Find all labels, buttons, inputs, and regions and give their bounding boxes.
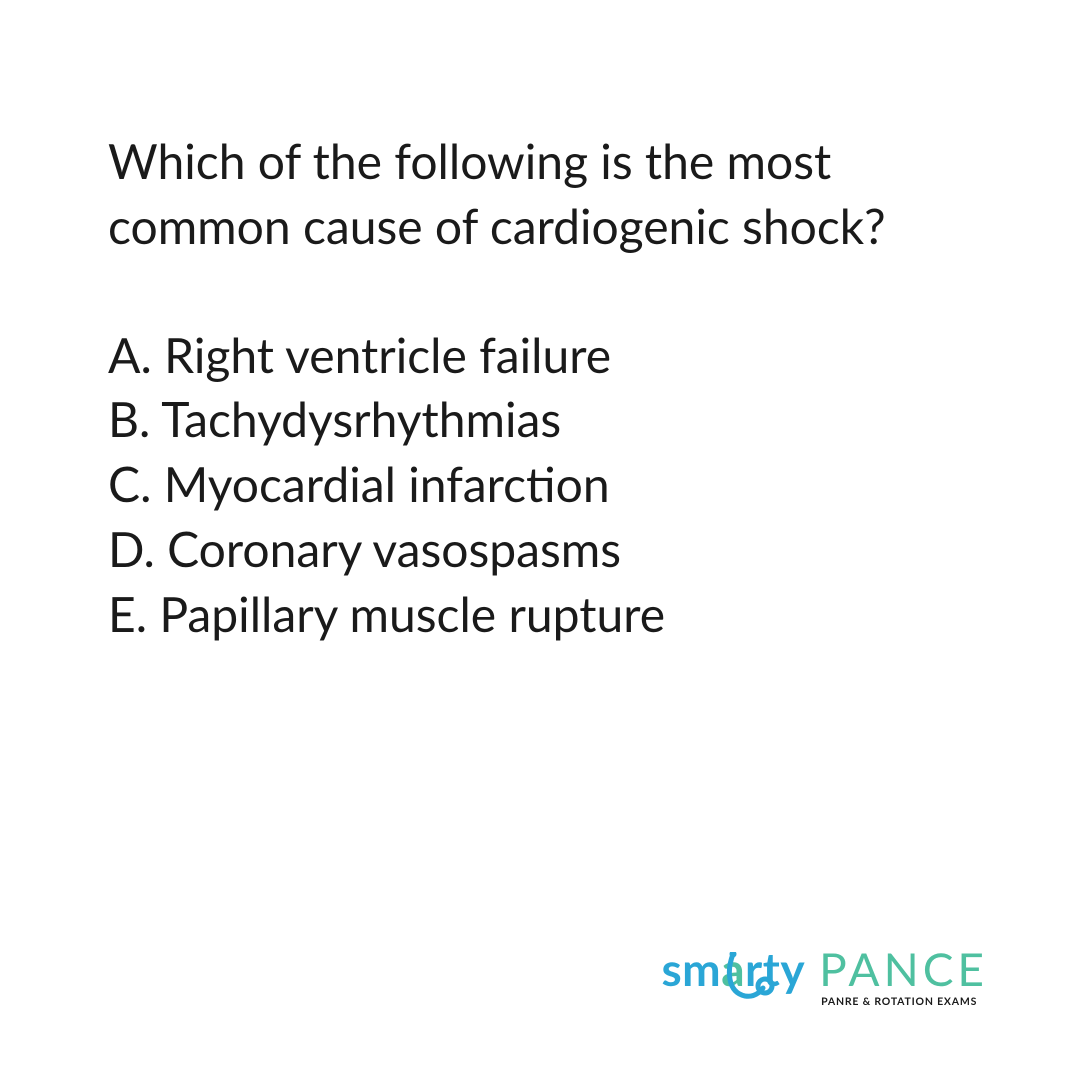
logo-a: a [721,941,745,996]
option-b: B. Tachydysrhythmias [108,388,978,453]
option-a: A. Right ventricle failure [108,324,978,389]
logo-tagline: PANRE & ROTATION EXAMS [821,996,977,1008]
logo-r: r [745,941,763,996]
logo-word-smarty: smarty [661,946,805,992]
logo-y: y [780,941,805,996]
option-c: C. Myocardial infarction [108,453,978,518]
logo-t: t [763,941,781,996]
brand-logo: smarty PANCE PANRE & ROTATION EXAMS [661,946,988,1008]
logo-sm: sm [661,941,721,996]
question-card: Which of the following is the most commo… [108,130,978,648]
answer-options: A. Right ventricle failure B. Tachydysrh… [108,324,978,648]
logo-word-pance: PANCE [819,946,988,992]
logo-right-block: PANCE PANRE & ROTATION EXAMS [819,946,988,1008]
option-d: D. Coronary vasospasms [108,518,978,583]
question-stem: Which of the following is the most commo… [108,130,978,260]
option-e: E. Papillary muscle rupture [108,583,978,648]
